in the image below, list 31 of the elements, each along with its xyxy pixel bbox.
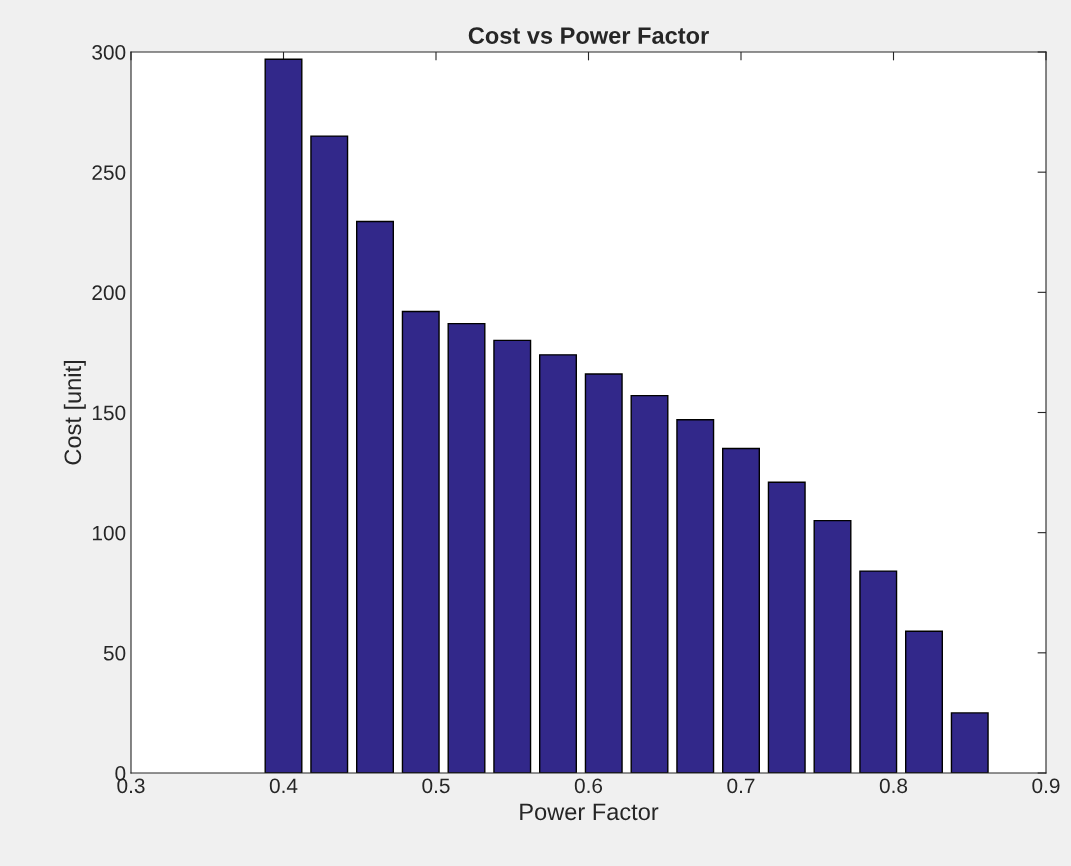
y-axis-title: Cost [unit] xyxy=(63,361,86,465)
bar xyxy=(584,373,623,773)
bar xyxy=(722,447,760,773)
bar xyxy=(401,310,440,773)
bar xyxy=(264,58,303,773)
x-tick-label: 0.7 xyxy=(727,778,755,794)
y-tick-label: 300 xyxy=(92,45,126,60)
x-tick-label: 0.5 xyxy=(422,778,450,794)
x-tick-label: 0.6 xyxy=(574,778,603,794)
bar xyxy=(950,712,989,773)
bar xyxy=(905,630,943,773)
bar xyxy=(493,339,532,773)
bar xyxy=(447,322,486,773)
x-tick-label: 0.9 xyxy=(1032,778,1060,794)
y-tick-label: 250 xyxy=(92,165,126,180)
chart-title: Cost vs Power Factor xyxy=(468,27,709,44)
x-axis-title: Power Factor xyxy=(520,803,659,821)
y-tick-label: 100 xyxy=(92,525,126,541)
bar xyxy=(356,220,394,773)
bar xyxy=(813,519,852,773)
bar xyxy=(310,135,349,773)
bar xyxy=(859,570,898,773)
x-tick-label: 0.4 xyxy=(269,778,298,794)
y-tick-label: 50 xyxy=(103,645,126,661)
bar xyxy=(767,481,806,773)
y-tick-label: 150 xyxy=(92,405,126,421)
bar xyxy=(676,419,715,773)
bar xyxy=(539,354,577,773)
bar xyxy=(630,394,669,773)
y-tick-label: 200 xyxy=(92,285,126,301)
x-tick-label: 0.8 xyxy=(879,778,908,794)
